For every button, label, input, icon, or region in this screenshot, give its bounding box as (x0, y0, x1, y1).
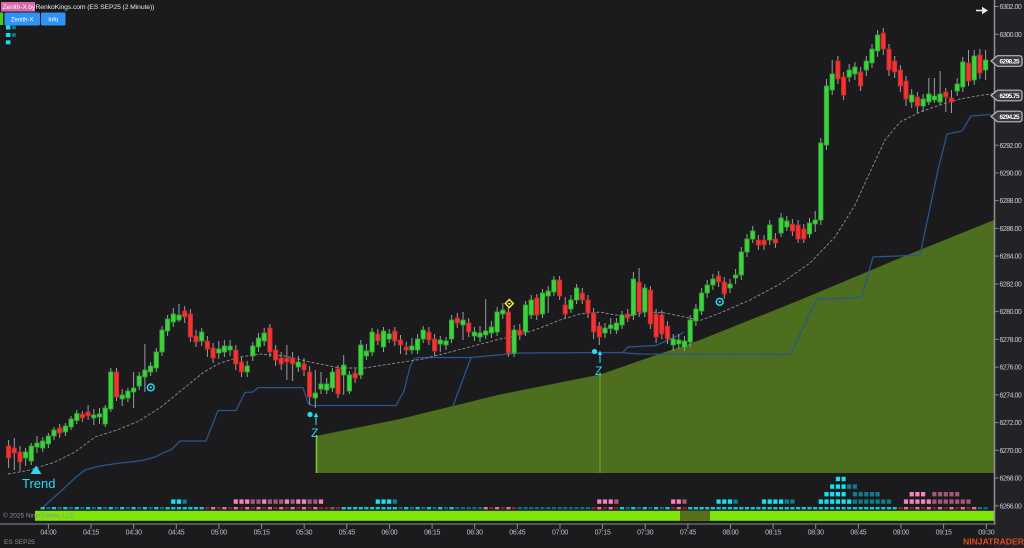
svg-text:6294.25: 6294.25 (1000, 114, 1021, 121)
svg-text:09:15: 09:15 (936, 530, 952, 537)
svg-text:6280.00: 6280.00 (1000, 309, 1022, 316)
svg-text:6272.00: 6272.00 (1000, 420, 1022, 427)
svg-text:6290.00: 6290.00 (1000, 171, 1022, 178)
svg-text:04:15: 04:15 (83, 530, 99, 537)
svg-text:05:15: 05:15 (254, 530, 270, 537)
svg-text:07:15: 07:15 (595, 530, 611, 537)
svg-text:06:45: 06:45 (509, 530, 525, 537)
svg-text:6266.00: 6266.00 (1000, 503, 1022, 510)
svg-text:6298.25: 6298.25 (1000, 58, 1021, 65)
svg-text:© 2025 NinjaTrader, LLC: © 2025 NinjaTrader, LLC (3, 512, 75, 520)
svg-text:07:45: 07:45 (680, 530, 696, 537)
svg-text:05:30: 05:30 (296, 530, 312, 537)
svg-text:6295.75: 6295.75 (1000, 93, 1021, 100)
svg-text:07:30: 07:30 (637, 530, 653, 537)
svg-text:RenkoKings.com (ES SEP25 (2 Mi: RenkoKings.com (ES SEP25 (2 Minute)) (36, 4, 155, 11)
svg-text:Zenith-X: Zenith-X (11, 17, 34, 23)
svg-text:NINJATRADER: NINJATRADER (963, 537, 1024, 547)
svg-text:6282.00: 6282.00 (1000, 282, 1022, 289)
svg-text:09:30: 09:30 (978, 530, 994, 537)
svg-text:6302.00: 6302.00 (1000, 4, 1022, 11)
svg-text:05:00: 05:00 (211, 530, 227, 537)
svg-text:09:00: 09:00 (893, 530, 909, 537)
svg-text:04:45: 04:45 (168, 530, 184, 537)
svg-text:08:30: 08:30 (808, 530, 824, 537)
svg-text:6276.00: 6276.00 (1000, 365, 1022, 372)
svg-text:6292.00: 6292.00 (1000, 143, 1022, 150)
svg-text:6284.00: 6284.00 (1000, 254, 1022, 261)
svg-text:6300.00: 6300.00 (1000, 32, 1022, 39)
svg-text:08:45: 08:45 (850, 530, 866, 537)
svg-text:6278.00: 6278.00 (1000, 337, 1022, 344)
svg-text:Zenith-X by: Zenith-X by (3, 4, 36, 11)
svg-text:06:15: 06:15 (424, 530, 440, 537)
svg-text:04:30: 04:30 (126, 530, 142, 537)
svg-text:6274.00: 6274.00 (1000, 392, 1022, 399)
svg-text:08:00: 08:00 (722, 530, 738, 537)
svg-text:Z: Z (311, 426, 318, 440)
svg-text:ES SEP25: ES SEP25 (4, 539, 35, 546)
svg-text:6286.00: 6286.00 (1000, 226, 1022, 233)
svg-text:07:00: 07:00 (552, 530, 568, 537)
svg-text:05:45: 05:45 (339, 530, 355, 537)
svg-text:Trend: Trend (22, 476, 55, 491)
svg-text:6268.00: 6268.00 (1000, 476, 1022, 483)
svg-text:Info: Info (48, 17, 59, 23)
svg-text:08:15: 08:15 (765, 530, 781, 537)
svg-text:06:30: 06:30 (467, 530, 483, 537)
svg-text:04:00: 04:00 (40, 530, 56, 537)
svg-text:6288.00: 6288.00 (1000, 198, 1022, 205)
svg-text:Z: Z (595, 364, 602, 378)
svg-text:06:00: 06:00 (381, 530, 397, 537)
svg-text:6270.00: 6270.00 (1000, 448, 1022, 455)
